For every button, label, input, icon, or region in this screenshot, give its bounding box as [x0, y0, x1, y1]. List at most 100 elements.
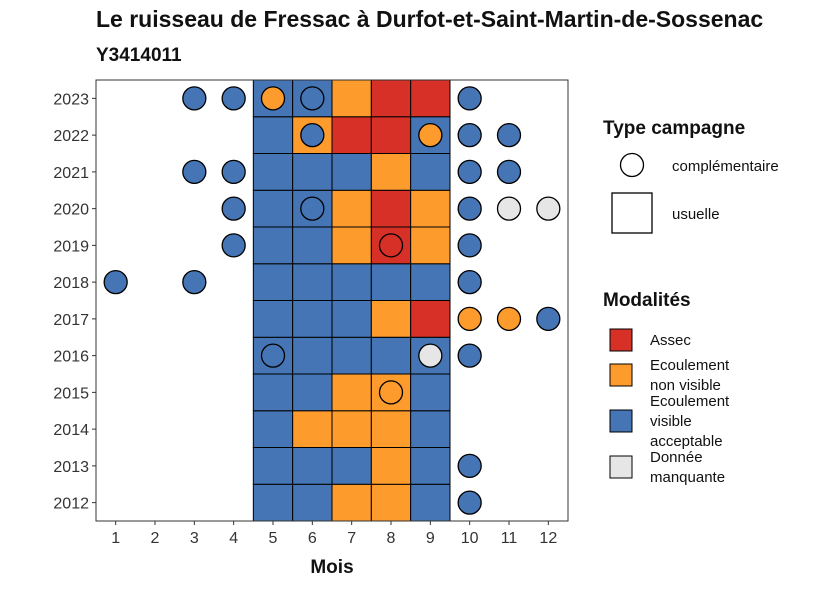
legend-modalities-title: Modalités [603, 290, 691, 311]
point-2023-5 [260, 86, 286, 111]
point-2018-1 [103, 269, 128, 295]
tile-2018-9 [410, 263, 451, 301]
legend-label-M-0: Donnée [650, 449, 703, 466]
tile-2012-8 [370, 483, 412, 522]
legend-label-V-0: Ecoulement [650, 393, 730, 410]
legend-label-M-1: manquante [650, 469, 725, 486]
tile-2014-7 [331, 410, 372, 448]
legend-key-A [609, 328, 633, 352]
point-2021-11 [496, 159, 522, 185]
point-2023-3 [182, 86, 207, 111]
legend-key-M [609, 455, 633, 479]
x-tick-label-10: 10 [461, 530, 479, 547]
tile-2015-7 [331, 373, 372, 412]
legend-label-V-1: visible [650, 413, 692, 430]
y-tick-label-2014: 2014 [53, 422, 89, 439]
tile-2012-9 [410, 483, 451, 522]
tile-2016-6 [292, 336, 333, 375]
y-tick-label-2013: 2013 [53, 459, 89, 476]
tile-2023-9 [410, 79, 451, 118]
tile-2021-5 [252, 153, 294, 191]
tile-2017-6 [292, 300, 333, 338]
legend-label-N-0: Ecoulement [650, 357, 730, 374]
point-2022-6 [300, 122, 325, 148]
point-2023-6 [300, 86, 325, 111]
tile-2018-5 [252, 263, 294, 301]
point-2021-4 [221, 159, 246, 185]
legend-key-usuelle [611, 192, 653, 234]
plot-border [95, 79, 569, 522]
point-2018-10 [457, 269, 482, 295]
tile-2014-8 [370, 410, 412, 448]
tile-2017-8 [370, 300, 412, 338]
point-2017-12 [536, 306, 561, 332]
point-2016-5 [260, 343, 286, 368]
y-tick-label-2015: 2015 [53, 385, 89, 402]
point-2012-10 [457, 490, 482, 515]
tile-2017-7 [331, 300, 372, 338]
legend-label-complementaire: complémentaire [672, 158, 779, 175]
x-tick-label-1: 1 [111, 530, 120, 547]
point-2023-4 [221, 86, 246, 111]
point-2022-10 [457, 122, 482, 148]
tile-2012-6 [292, 483, 333, 522]
tile-2017-9 [410, 300, 451, 338]
point-2016-10 [457, 343, 482, 368]
tile-2022-7 [331, 116, 372, 154]
x-tick-label-12: 12 [539, 530, 557, 547]
chart-title: Le ruisseau de Fressac à Durfot-et-Saint… [96, 6, 764, 32]
tile-2012-5 [252, 483, 294, 522]
point-2015-8 [378, 380, 404, 405]
tile-2023-8 [370, 79, 412, 118]
y-tick-label-2021: 2021 [53, 165, 89, 182]
y-tick-label-2012: 2012 [53, 496, 89, 513]
legend-label-V-2: acceptable [650, 433, 723, 450]
x-axis-label: Mois [310, 557, 353, 578]
point-2019-10 [457, 233, 482, 258]
point-2017-11 [496, 306, 522, 332]
point-2020-6 [300, 196, 325, 221]
point-2020-4 [221, 196, 246, 221]
point-2020-11 [496, 196, 522, 221]
x-tick-label-9: 9 [426, 530, 435, 547]
tile-2013-5 [252, 447, 294, 485]
tile-2021-6 [292, 153, 333, 191]
x-tick-label-7: 7 [347, 530, 356, 547]
point-2013-10 [457, 453, 482, 479]
tile-2020-9 [410, 189, 451, 228]
point-2022-9 [418, 122, 443, 148]
tile-2021-9 [410, 153, 451, 191]
y-tick-label-2019: 2019 [53, 238, 89, 255]
chart-subtitle: Y3414011 [96, 45, 182, 66]
tile-2014-5 [252, 410, 294, 448]
legend-campaign-title: Type campagne [603, 118, 745, 139]
tile-2021-7 [331, 153, 372, 191]
x-tick-label-8: 8 [387, 530, 396, 547]
tile-2019-7 [331, 226, 372, 265]
tile-2020-8 [370, 189, 412, 228]
x-tick-label-3: 3 [190, 530, 199, 547]
legend-label-A-0: Assec [650, 332, 691, 349]
tile-2013-9 [410, 447, 451, 485]
point-2020-12 [536, 196, 561, 221]
tile-2015-5 [252, 373, 294, 412]
point-2017-10 [457, 306, 482, 332]
y-tick-label-2023: 2023 [53, 91, 89, 108]
tile-2013-8 [370, 447, 412, 485]
y-tick-label-2020: 2020 [53, 202, 89, 219]
tile-2022-5 [252, 116, 294, 154]
point-2022-11 [496, 122, 522, 148]
tile-2013-7 [331, 447, 372, 485]
tile-2014-9 [410, 410, 451, 448]
point-2018-3 [182, 269, 207, 295]
tile-2020-5 [252, 189, 294, 228]
tile-2012-7 [331, 483, 372, 522]
y-tick-label-2016: 2016 [53, 349, 89, 366]
tile-2018-8 [370, 263, 412, 301]
legend-key-complementaire [619, 152, 645, 178]
tile-2016-8 [370, 336, 412, 375]
x-tick-label-11: 11 [501, 530, 518, 547]
x-tick-label-4: 4 [229, 530, 238, 547]
point-2019-8 [378, 233, 404, 258]
y-tick-label-2022: 2022 [53, 128, 89, 145]
